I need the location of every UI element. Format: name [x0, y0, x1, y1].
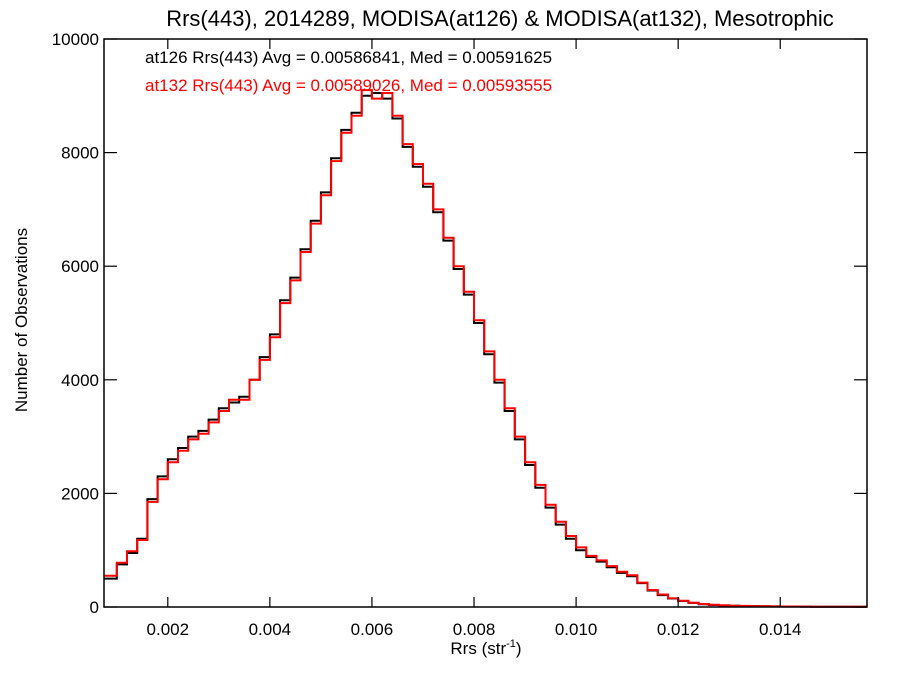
y-tick-label: 8000 [61, 144, 99, 163]
x-tick-label: 0.014 [759, 620, 802, 639]
legend-annotation-at126: at126 Rrs(443) Avg = 0.00586841, Med = 0… [145, 48, 552, 67]
x-axis-label-close: ) [516, 639, 522, 658]
plot-frame [103, 38, 868, 608]
y-tick-label: 0 [90, 598, 99, 617]
x-axis-label: Rrs (str-1) [450, 638, 521, 658]
y-tick-label: 4000 [61, 371, 99, 390]
x-tick-label: 0.010 [555, 620, 598, 639]
y-tick-label: 6000 [61, 257, 99, 276]
series-layer [104, 89, 867, 608]
x-axis-label-main: Rrs (str [450, 639, 506, 658]
x-tick-label: 0.004 [249, 620, 292, 639]
y-axis-label: Number of Observations [12, 228, 31, 412]
y-tick-label: 2000 [61, 484, 99, 503]
y-tick-label: 10000 [52, 30, 99, 49]
x-tick-label: 0.006 [351, 620, 394, 639]
chart-title: Rrs(443), 2014289, MODISA(at126) & MODIS… [166, 6, 834, 31]
legend-annotation-at132: at132 Rrs(443) Avg = 0.00589026, Med = 0… [145, 76, 552, 95]
x-tick-label: 0.002 [147, 620, 190, 639]
x-tick-label: 0.008 [453, 620, 496, 639]
ticks-layer: 0.002 0.004 0.006 0.008 0.010 0.012 0.014 0 2000… [52, 30, 867, 639]
x-axis-label-sup: -1 [506, 638, 516, 650]
series-line-at126 [104, 92, 867, 608]
x-tick-label: 0.012 [657, 620, 700, 639]
series-line-at132 [104, 89, 867, 608]
